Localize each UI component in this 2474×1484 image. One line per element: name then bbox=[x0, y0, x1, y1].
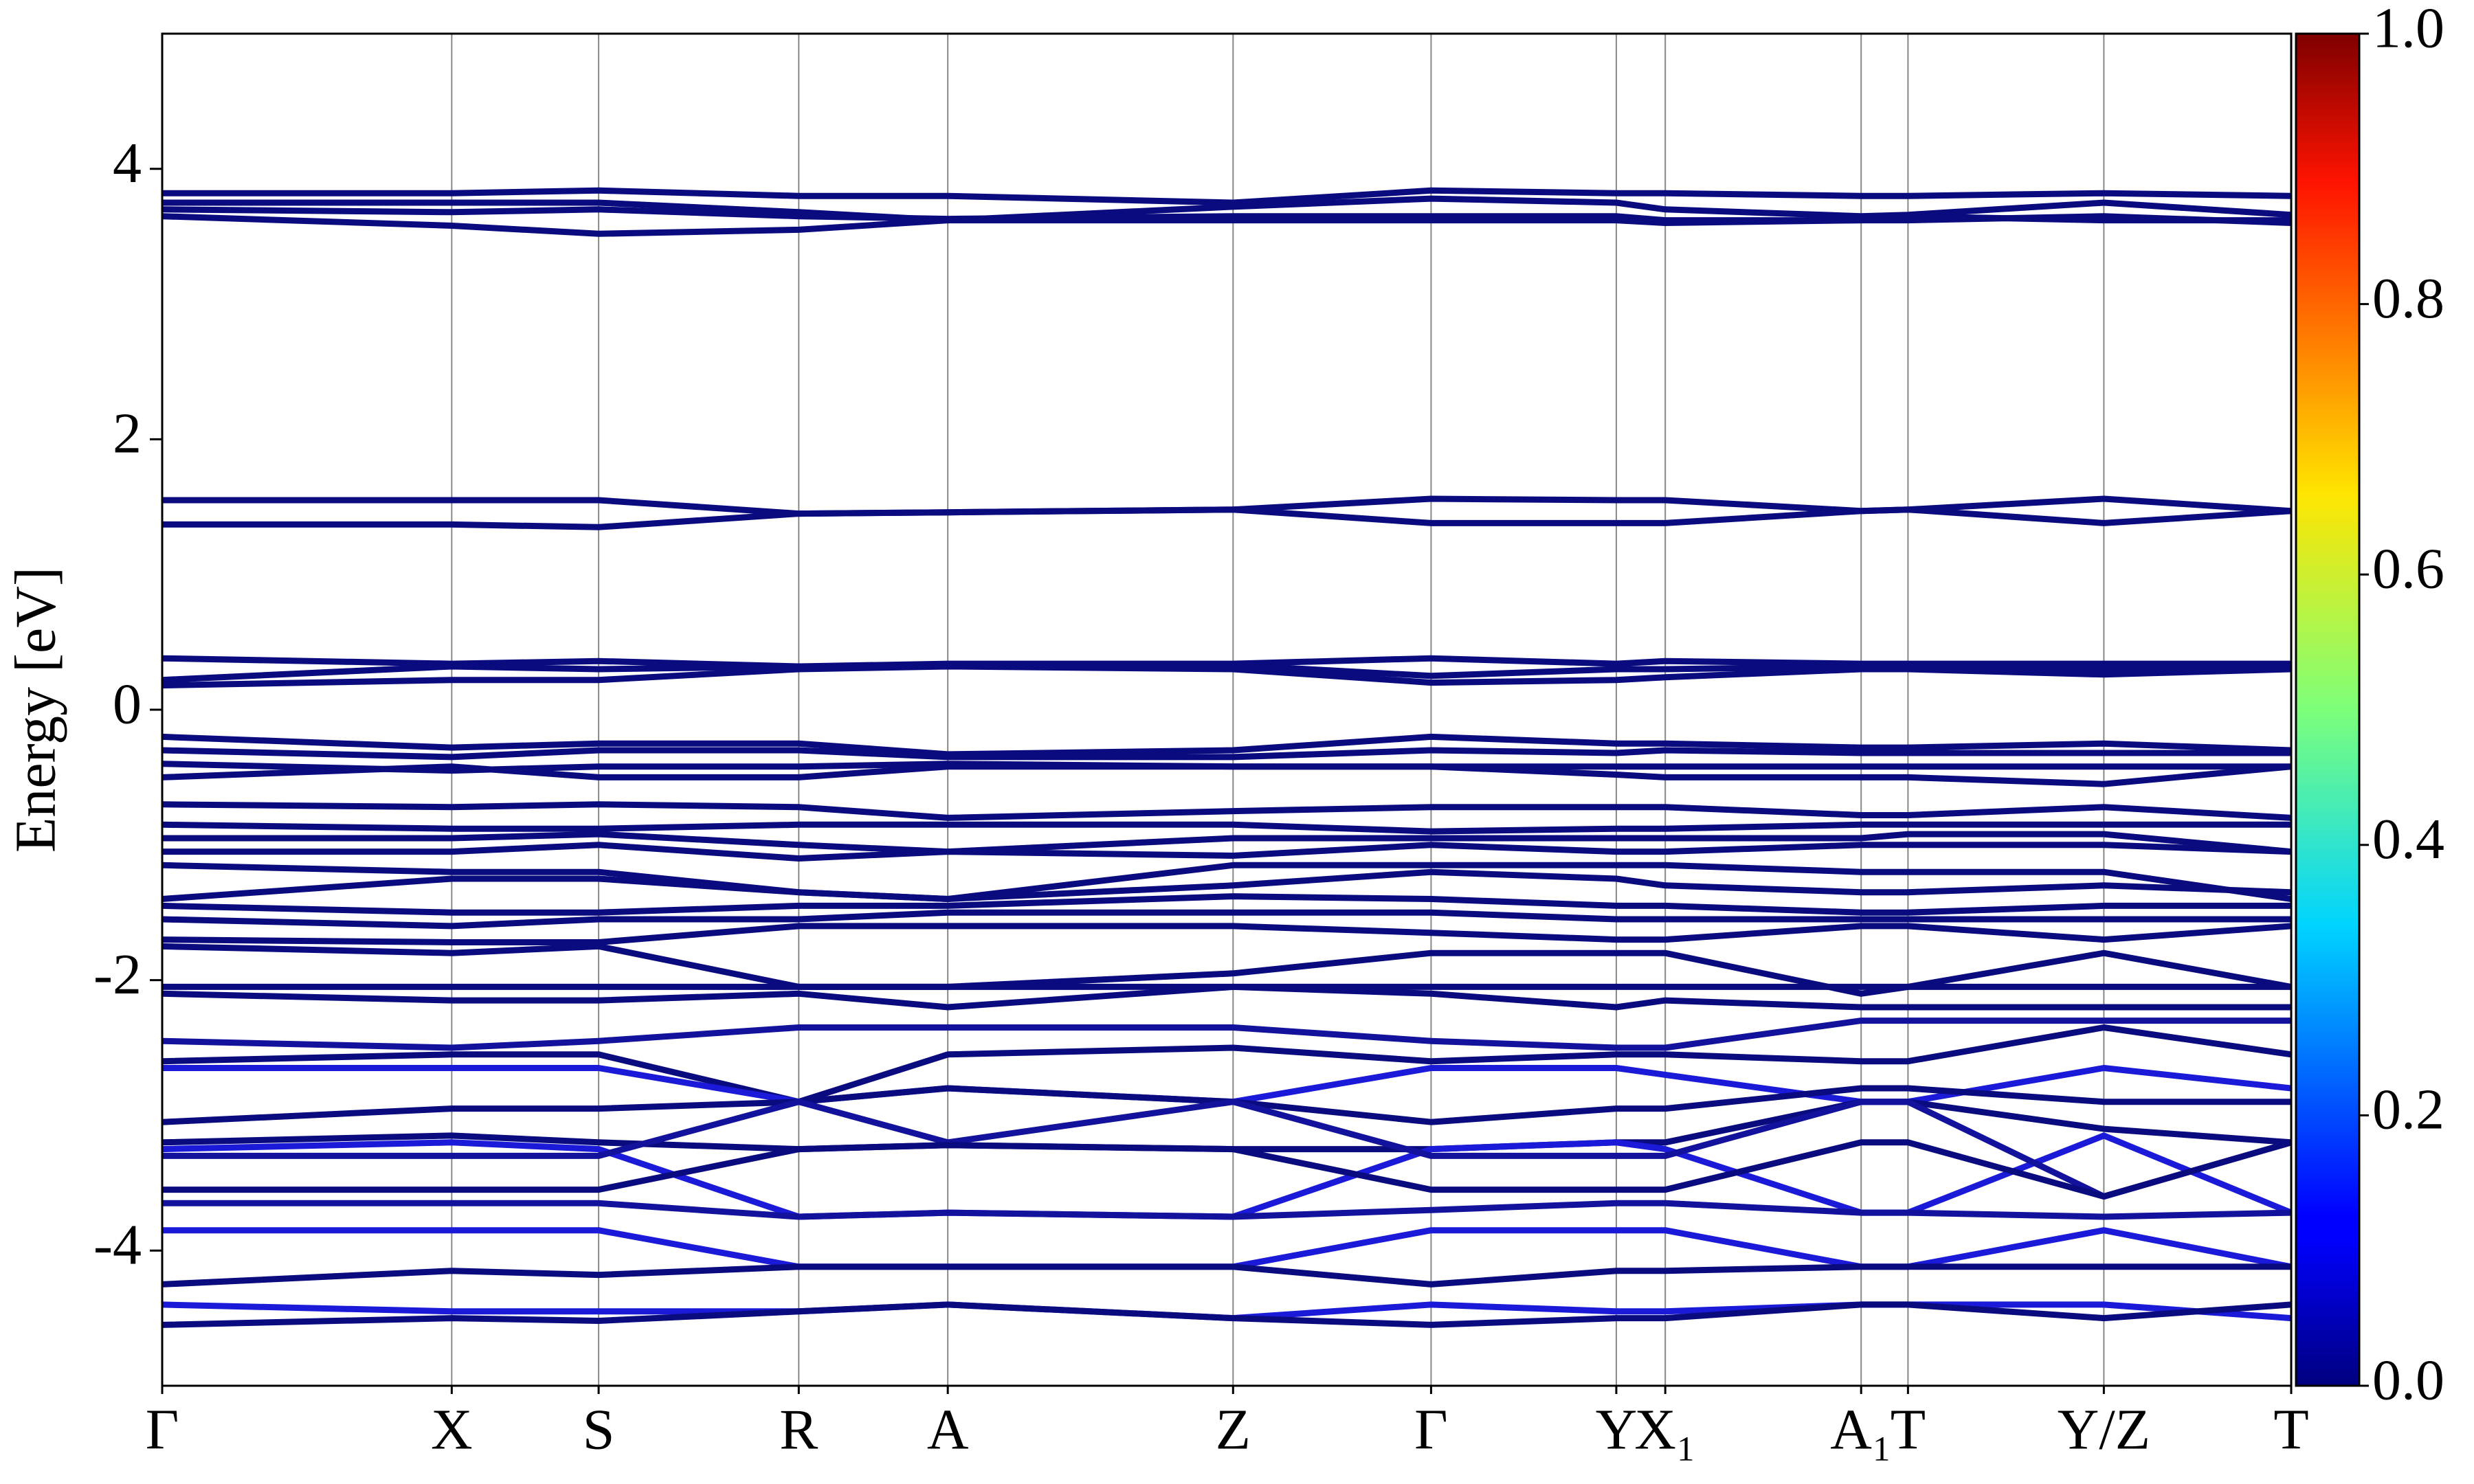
band-line bbox=[162, 983, 2291, 1011]
band-line bbox=[162, 1085, 2291, 1125]
band-line bbox=[162, 1263, 2291, 1288]
band-line bbox=[162, 1139, 2291, 1200]
x-tick-label: Y bbox=[1596, 1397, 1638, 1461]
x-tick-label: T bbox=[1891, 1397, 1926, 1461]
band-line bbox=[162, 733, 2291, 758]
band-line bbox=[162, 868, 2291, 902]
x-tick-label: A bbox=[927, 1397, 969, 1461]
colorbar-tick-label: 0.8 bbox=[2372, 267, 2444, 330]
bands bbox=[162, 187, 2291, 1328]
band-line bbox=[162, 206, 2291, 224]
x-tick-label: X₁ bbox=[1634, 1397, 1696, 1461]
band-line bbox=[162, 831, 2291, 855]
y-tick-label: -4 bbox=[93, 1213, 142, 1277]
x-tick-label: Z bbox=[1216, 1397, 1251, 1461]
colorbar-tick-label: 1.0 bbox=[2372, 0, 2444, 60]
band-line bbox=[162, 663, 2291, 689]
band-line bbox=[162, 821, 2291, 835]
y-tick-label: 0 bbox=[113, 672, 142, 736]
x-tick-label: R bbox=[779, 1397, 818, 1461]
plot-frame bbox=[161, 32, 2293, 1387]
x-tick-label: T bbox=[2273, 1397, 2308, 1461]
band-line bbox=[162, 801, 2291, 821]
band-line bbox=[162, 1065, 2291, 1105]
band-line bbox=[162, 893, 2291, 916]
band-line bbox=[162, 1301, 2291, 1328]
x-tick-label: Γ bbox=[1414, 1397, 1448, 1461]
band-line bbox=[162, 187, 2291, 206]
band-line bbox=[162, 1099, 2291, 1200]
x-tick-label: Y/Z bbox=[2058, 1397, 2150, 1461]
band-line bbox=[162, 1024, 2291, 1105]
band-line bbox=[162, 862, 2291, 902]
grid bbox=[161, 34, 2292, 1386]
colorbar bbox=[2295, 32, 2361, 1387]
colorbar-tick-label: 0.6 bbox=[2372, 537, 2444, 600]
y-tick-label: 4 bbox=[113, 131, 142, 195]
x-tick-label: A₁ bbox=[1830, 1397, 1892, 1461]
band-line bbox=[162, 1200, 2291, 1220]
band-line bbox=[162, 506, 2291, 530]
band-line bbox=[162, 213, 2291, 237]
y-tick-label: -2 bbox=[93, 943, 142, 1007]
band-line bbox=[162, 1227, 2291, 1270]
x-tick-label: Γ bbox=[146, 1397, 179, 1461]
band-line bbox=[162, 747, 2291, 761]
band-line bbox=[162, 909, 2291, 930]
x-tick-label: X bbox=[431, 1397, 473, 1461]
band-line bbox=[162, 763, 2291, 787]
colorbar-tick-label: 0.2 bbox=[2372, 1078, 2444, 1142]
band-line bbox=[162, 1018, 2291, 1051]
x-tick-label: S bbox=[583, 1397, 615, 1461]
band-line bbox=[162, 923, 2291, 945]
colorbar-tick-label: 0.0 bbox=[2372, 1348, 2444, 1412]
y-axis-label: Energy [eV] bbox=[3, 567, 67, 853]
y-tick-label: 2 bbox=[113, 402, 142, 466]
colorbar-tick-label: 0.4 bbox=[2372, 807, 2444, 871]
band-line bbox=[162, 842, 2291, 862]
